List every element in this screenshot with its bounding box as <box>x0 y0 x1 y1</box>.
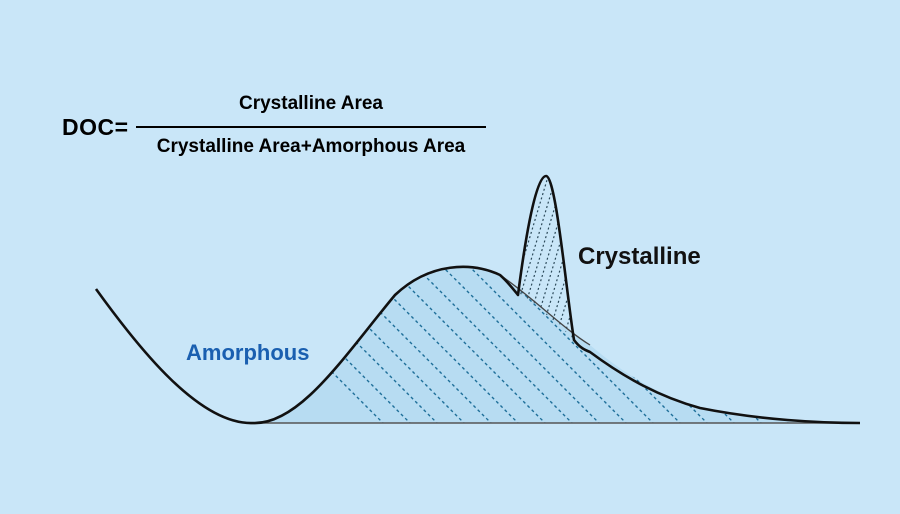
measured-curve <box>94 174 861 425</box>
fraction-bar <box>136 126 486 128</box>
hatch-line <box>519 176 574 340</box>
amorphous-area <box>253 266 860 424</box>
hatch-line <box>712 266 860 424</box>
hatch-line <box>518 176 557 340</box>
hatch-line <box>820 266 860 424</box>
hatch-line <box>518 176 565 340</box>
hatch-line <box>415 266 607 424</box>
amorphous-label: Amorphous <box>186 340 310 365</box>
hatch-line <box>875 240 900 430</box>
formula-denominator: Crystalline Area+Amorphous Area <box>156 136 466 157</box>
hatch-line <box>685 266 860 424</box>
amorphous-boundary-curve <box>499 274 591 346</box>
hatch-line <box>739 266 860 424</box>
crystalline-label: Crystalline <box>578 243 701 270</box>
doc-label: DOC= <box>62 114 129 140</box>
hatch-line <box>518 176 573 340</box>
hatch-line <box>442 266 634 424</box>
formula-numerator: Crystalline Area <box>239 93 383 114</box>
hatch-line <box>793 266 860 424</box>
hatch-line <box>766 266 860 424</box>
hatch-line <box>847 266 860 424</box>
hatch-line <box>527 176 574 340</box>
